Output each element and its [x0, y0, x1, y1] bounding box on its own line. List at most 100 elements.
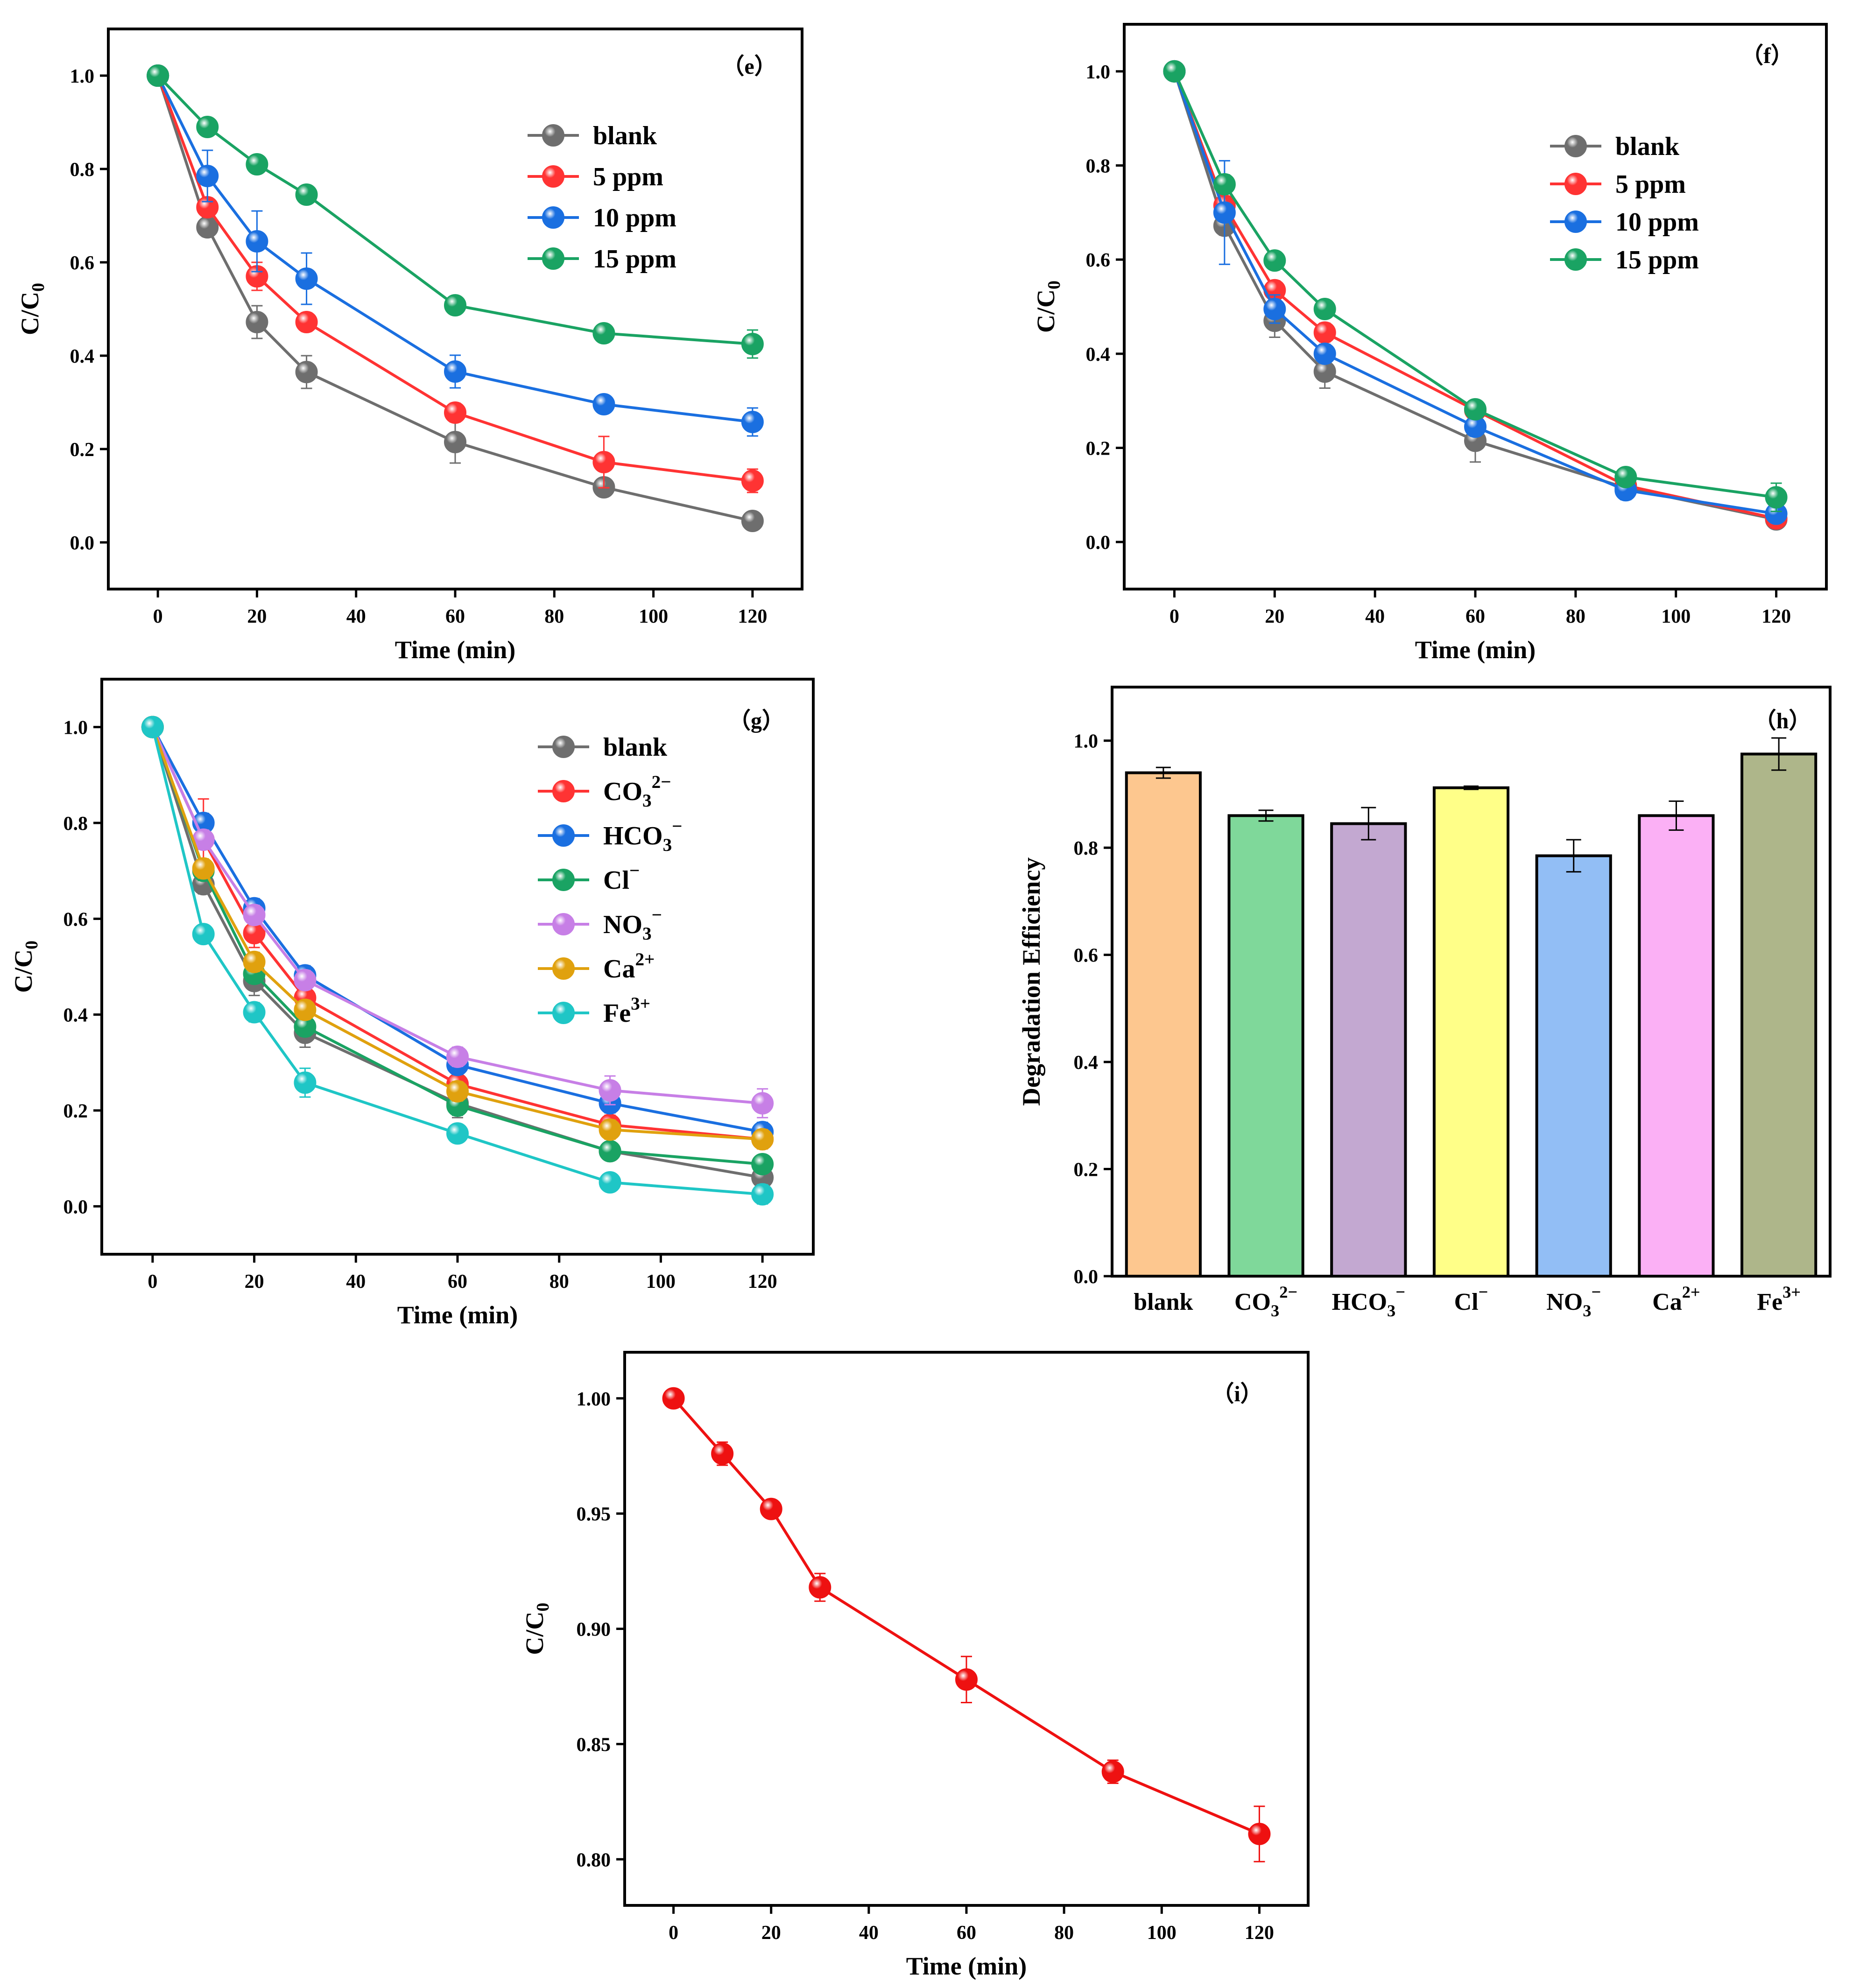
data-point — [446, 1046, 469, 1068]
x-tick-label: 20 — [245, 1271, 264, 1293]
series-NO3− — [141, 716, 774, 1118]
legend-label: 5 ppm — [593, 162, 663, 191]
legend-label: Ca2+ — [603, 949, 655, 983]
x-axis-title: Time (min) — [906, 1952, 1027, 1980]
x-tick-label: 120 — [1761, 606, 1791, 627]
data-point — [1464, 398, 1487, 421]
data-point — [741, 510, 764, 532]
data-point — [295, 267, 318, 290]
x-axis-title: Time (min) — [395, 636, 515, 664]
data-point — [1248, 1822, 1271, 1845]
legend: blank CO32− HCO3− Cl− NO3− Ca2+ Fe3+ — [538, 733, 683, 1028]
data-point — [1263, 298, 1286, 321]
legend-item: 10 ppm — [528, 204, 676, 232]
legend-marker — [552, 869, 575, 891]
panel-label: （g） — [728, 709, 784, 733]
data-point — [599, 1079, 621, 1102]
y-tick-label: 0.8 — [63, 813, 88, 835]
series-Ca2+ — [141, 716, 774, 1151]
bar-Fe3+ — [1740, 752, 1818, 1278]
y-tick-label: 0.2 — [1074, 1159, 1099, 1181]
data-point — [592, 451, 615, 473]
data-point — [196, 116, 219, 138]
x-tick-label: Fe3+ — [1757, 1283, 1801, 1315]
x-tick-label: 100 — [646, 1271, 676, 1293]
x-tick-label: 100 — [1147, 1922, 1177, 1944]
legend-label: 15 ppm — [1615, 246, 1699, 274]
panel-e: 0 20 40 60 80 100 120 0.0 0.2 0.4 0.6 0.8 1.0 Time (m… — [16, 28, 803, 664]
y-tick-label: 0.2 — [70, 439, 95, 461]
legend-item: blank — [528, 121, 657, 150]
bar-NO3− — [1535, 854, 1612, 1278]
x-tick-label: 40 — [346, 606, 366, 627]
bar-Ca2+ — [1638, 814, 1715, 1278]
y-tick-label: 0.2 — [63, 1101, 88, 1122]
panel-label: （f） — [1741, 43, 1793, 68]
data-point — [751, 1092, 774, 1115]
x-tick-label: 0 — [153, 606, 163, 627]
legend-item: blank — [1550, 132, 1680, 161]
bar-HCO3− — [1330, 822, 1407, 1278]
x-tick-label: HCO3− — [1332, 1283, 1405, 1320]
legend-item: 10 ppm — [1550, 208, 1699, 237]
y-tick-label: 0.8 — [1086, 156, 1111, 177]
panel-f: 0 20 40 60 80 100 120 0.0 0.2 0.4 0.6 0.8 1.0 Time (m… — [1032, 23, 1828, 664]
series-sample — [662, 1387, 1271, 1862]
data-point — [243, 904, 266, 927]
data-point — [711, 1442, 734, 1465]
legend-marker — [542, 124, 564, 147]
legend-marker — [542, 247, 564, 270]
y-axis-title: C/C0 — [521, 1603, 553, 1655]
data-point — [599, 1118, 621, 1141]
x-tick-label: blank — [1134, 1289, 1193, 1315]
data-point — [599, 1140, 621, 1163]
x-tick-label: NO3− — [1546, 1283, 1601, 1320]
y-tick-label: 0.0 — [63, 1196, 88, 1218]
legend-marker — [542, 165, 564, 188]
data-point — [444, 431, 466, 453]
y-tick-label: 0.6 — [70, 253, 95, 274]
series-15 ppm — [147, 64, 764, 359]
legend-item: HCO3− — [538, 816, 683, 855]
data-point — [662, 1387, 685, 1410]
legend-item: Cl− — [538, 861, 640, 895]
x-tick-label: Cl− — [1454, 1283, 1488, 1315]
data-point — [295, 311, 318, 333]
legend-marker — [1564, 248, 1587, 271]
legend-marker — [1564, 135, 1587, 157]
legend-label: blank — [603, 733, 668, 762]
data-point — [444, 360, 466, 383]
y-tick-label: 1.0 — [1074, 731, 1099, 752]
x-tick-label: 20 — [761, 1922, 781, 1944]
y-tick-label: 0.6 — [63, 909, 88, 930]
x-tick-label: 40 — [1365, 606, 1385, 627]
data-point — [243, 1001, 266, 1024]
panel-h: 0.0 0.2 0.4 0.6 0.8 1.0 Degradation Efficiency… — [1017, 686, 1832, 1320]
data-point — [243, 950, 266, 973]
x-tick-label: 60 — [445, 606, 465, 627]
y-tick-label: 1.00 — [577, 1389, 611, 1410]
data-point — [599, 1171, 621, 1194]
data-point — [751, 1152, 774, 1175]
x-tick-label: 20 — [1265, 606, 1284, 627]
y-tick-label: 0.4 — [70, 346, 95, 367]
legend-label: NO3− — [603, 905, 662, 944]
legend-item: 15 ppm — [528, 245, 676, 274]
data-point — [1101, 1760, 1124, 1783]
data-point — [741, 411, 764, 433]
y-tick-label: 0.4 — [1086, 344, 1111, 365]
legend-label: 5 ppm — [1615, 170, 1686, 199]
x-tick-label: 100 — [639, 606, 668, 627]
panel-i: 0 20 40 60 80 100 120 0.80 0.85 0.90 0.95 1.00 Time … — [521, 1351, 1310, 1980]
legend-label: Cl− — [603, 861, 640, 895]
x-tick-label: 80 — [1054, 1922, 1074, 1944]
data-point — [295, 361, 318, 383]
data-point — [1614, 466, 1637, 489]
panel-label: （i） — [1212, 1382, 1262, 1406]
data-point — [446, 1080, 469, 1103]
data-point — [592, 393, 615, 415]
data-point — [809, 1576, 831, 1599]
legend-marker — [552, 1002, 575, 1024]
x-tick-label: CO32− — [1234, 1283, 1297, 1320]
